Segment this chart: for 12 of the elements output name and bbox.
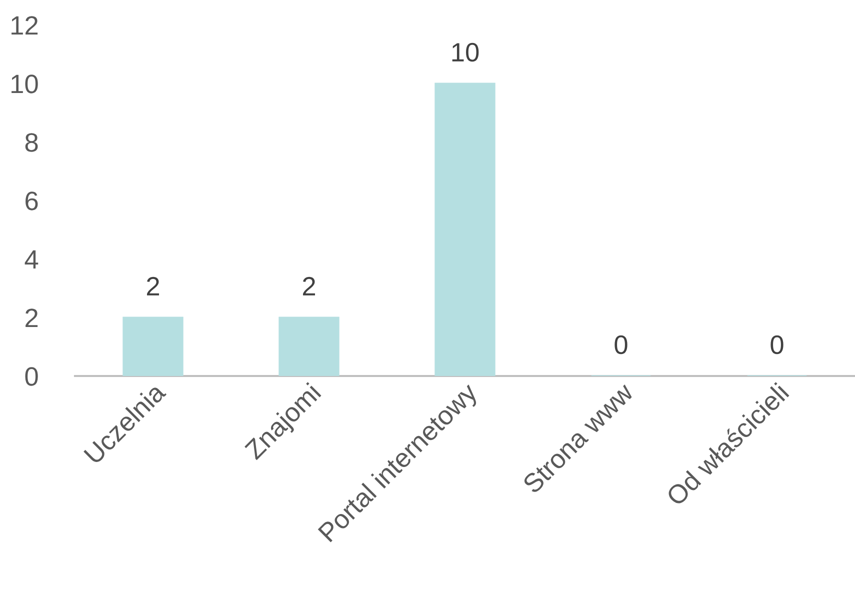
data-label: 2 [146,276,160,296]
y-tick-label: 10 [12,74,38,94]
y-tick-label: 12 [12,16,38,35]
data-label: 0 [614,335,628,354]
y-tick-label: 6 [26,192,38,210]
data-label: 10 [452,42,479,62]
y-tick-label: 2 [26,308,38,328]
data-label: 2 [302,276,316,296]
y-tick-label: 4 [24,250,38,269]
data-label: 0 [770,335,784,354]
y-tick-label: 0 [25,367,38,386]
y-tick-label: 8 [25,133,38,152]
